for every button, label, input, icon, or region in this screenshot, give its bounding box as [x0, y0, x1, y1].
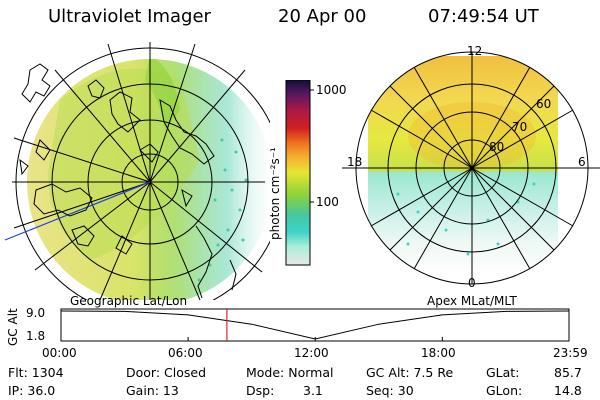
glat-label: GLat: [486, 365, 520, 380]
mlt-label-12: 12 [467, 44, 483, 58]
mode-value: Mode: Normal [246, 365, 334, 380]
colorbar-tick-label-1000: 1000 [316, 83, 347, 97]
geo-meridians [12, 42, 265, 300]
mlt-label-18: 18 [347, 155, 363, 169]
altitude-curve [60, 310, 570, 340]
colorbar [285, 80, 314, 266]
sequence-number: Seq: 30 [366, 383, 414, 398]
ip-value: IP: 36.0 [8, 383, 56, 398]
time-tick-1800: 18:00 [421, 346, 456, 360]
time-tick-0000: 00:00 [42, 346, 77, 360]
observation-date: 20 Apr 00 [278, 6, 367, 27]
glat-value: 85.7 [554, 365, 582, 380]
geographic-map [4, 42, 270, 300]
mlat-label-70: 70 [512, 120, 528, 134]
mag-dayside-speckles [396, 182, 536, 256]
mlat-label-60: 60 [536, 97, 552, 111]
time-tick-1200: 12:00 [294, 346, 329, 360]
magnetic-caption: Apex MLat/MLT [427, 294, 517, 308]
glon-label: GLon: [486, 383, 523, 398]
time-tick-0600: 06:00 [168, 346, 203, 360]
flight-number: Flt: 1304 [8, 365, 64, 380]
colorbar-unit-label: photon cm⁻²s⁻¹ [268, 147, 282, 240]
mlat-label-80: 80 [489, 140, 505, 154]
mlt-label-6: 6 [578, 155, 586, 169]
altitude-tick-max: 9.0 [26, 306, 46, 320]
altitude-tick-min: 1.8 [26, 329, 46, 343]
mag-emission-field [368, 56, 558, 276]
observation-time: 07:49:54 UT [428, 6, 539, 27]
colorbar-tick-label-100: 100 [316, 195, 339, 209]
altitude-plot [60, 308, 570, 342]
geo-emission-patch [48, 68, 200, 260]
geo-emission-patch [145, 59, 180, 130]
mag-mlt-lines [342, 52, 600, 284]
geo-coastlines [19, 63, 237, 299]
colorbar-gradient [285, 80, 311, 266]
dsp-value: 3.1 [303, 383, 323, 398]
gain-value: Gain: 13 [126, 383, 179, 398]
altitude-axis-title: GC Alt [6, 308, 20, 346]
gc-altitude: GC Alt: 7.5 Re [366, 365, 454, 380]
mlt-label-0: 0 [468, 276, 476, 290]
door-status: Door: Closed [126, 365, 207, 380]
glon-value: 14.8 [554, 383, 582, 398]
geographic-caption: Geographic Lat/Lon [70, 294, 188, 308]
geo-edge-speckles [197, 138, 248, 282]
magnetic-polar-plot [342, 51, 600, 285]
geo-reference-meridian [4, 181, 151, 241]
time-tick-2359: 23:59 [553, 346, 588, 360]
instrument-title: Ultraviolet Imager [48, 6, 211, 27]
altitude-plot-frame [60, 308, 570, 342]
dsp-label: Dsp: [246, 383, 275, 398]
